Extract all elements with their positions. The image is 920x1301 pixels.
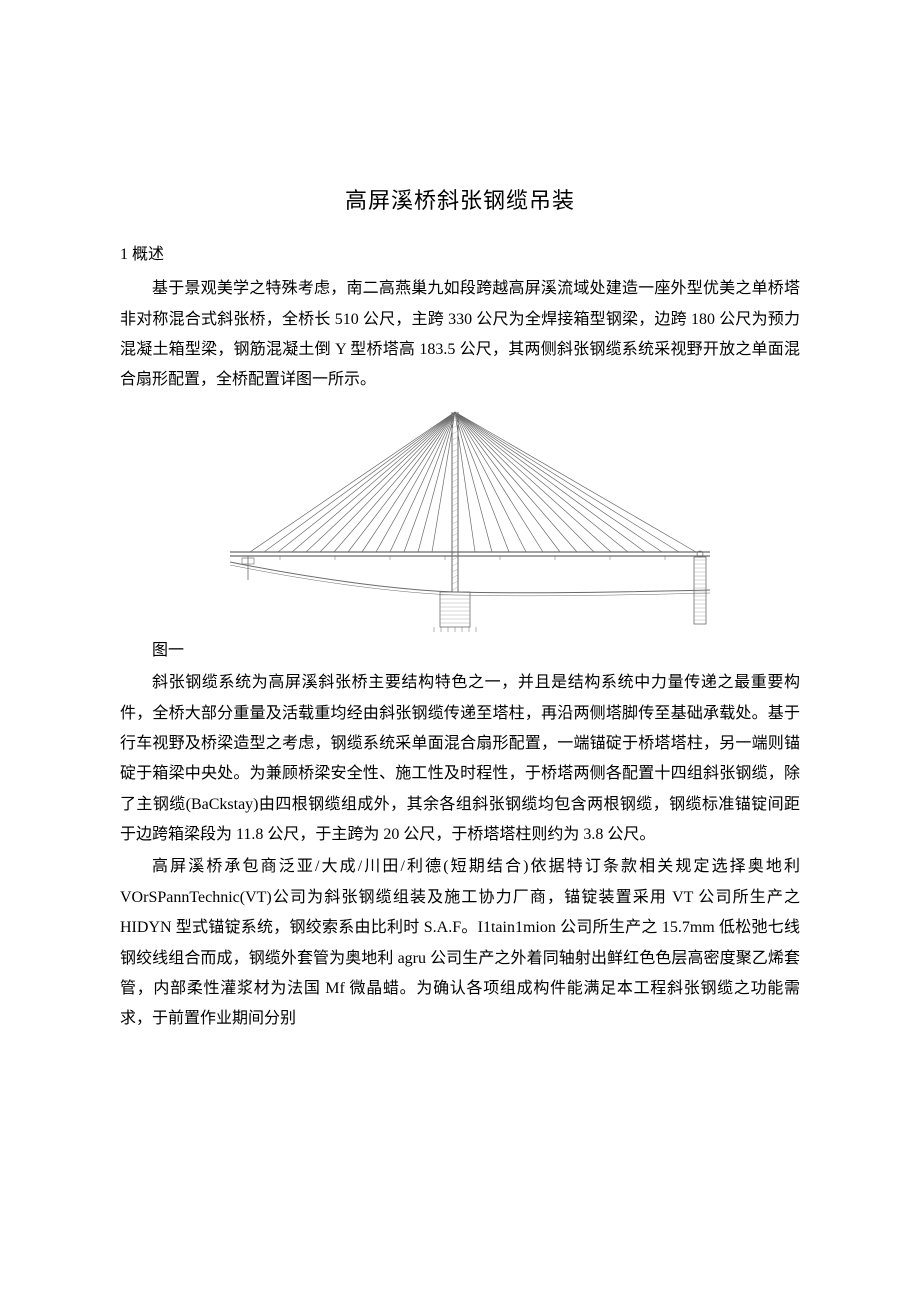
paragraph-1: 基于景观美学之特殊考虑，南二高燕巢九如段跨越高屏溪流域处建造一座外型优美之单桥塔… bbox=[120, 274, 800, 396]
page: 高屏溪桥斜张钢缆吊装 1 概述 基于景观美学之特殊考虑，南二高燕巢九如段跨越高屏… bbox=[0, 0, 920, 1117]
figure-1 bbox=[120, 402, 800, 632]
document-title: 高屏溪桥斜张钢缆吊装 bbox=[120, 180, 800, 222]
bridge-diagram bbox=[200, 402, 720, 632]
paragraph-2: 斜张钢缆系统为高屏溪斜张桥主要结构特色之一，并且是结构系统中力量传递之最重要构件… bbox=[120, 668, 800, 850]
figure-1-caption: 图一 bbox=[120, 636, 800, 666]
section-1-heading: 1 概述 bbox=[120, 240, 800, 270]
paragraph-3: 高屏溪桥承包商泛亚/大成/川田/利德(短期结合)依据特订条款相关规定选择奥地利 … bbox=[120, 852, 800, 1034]
